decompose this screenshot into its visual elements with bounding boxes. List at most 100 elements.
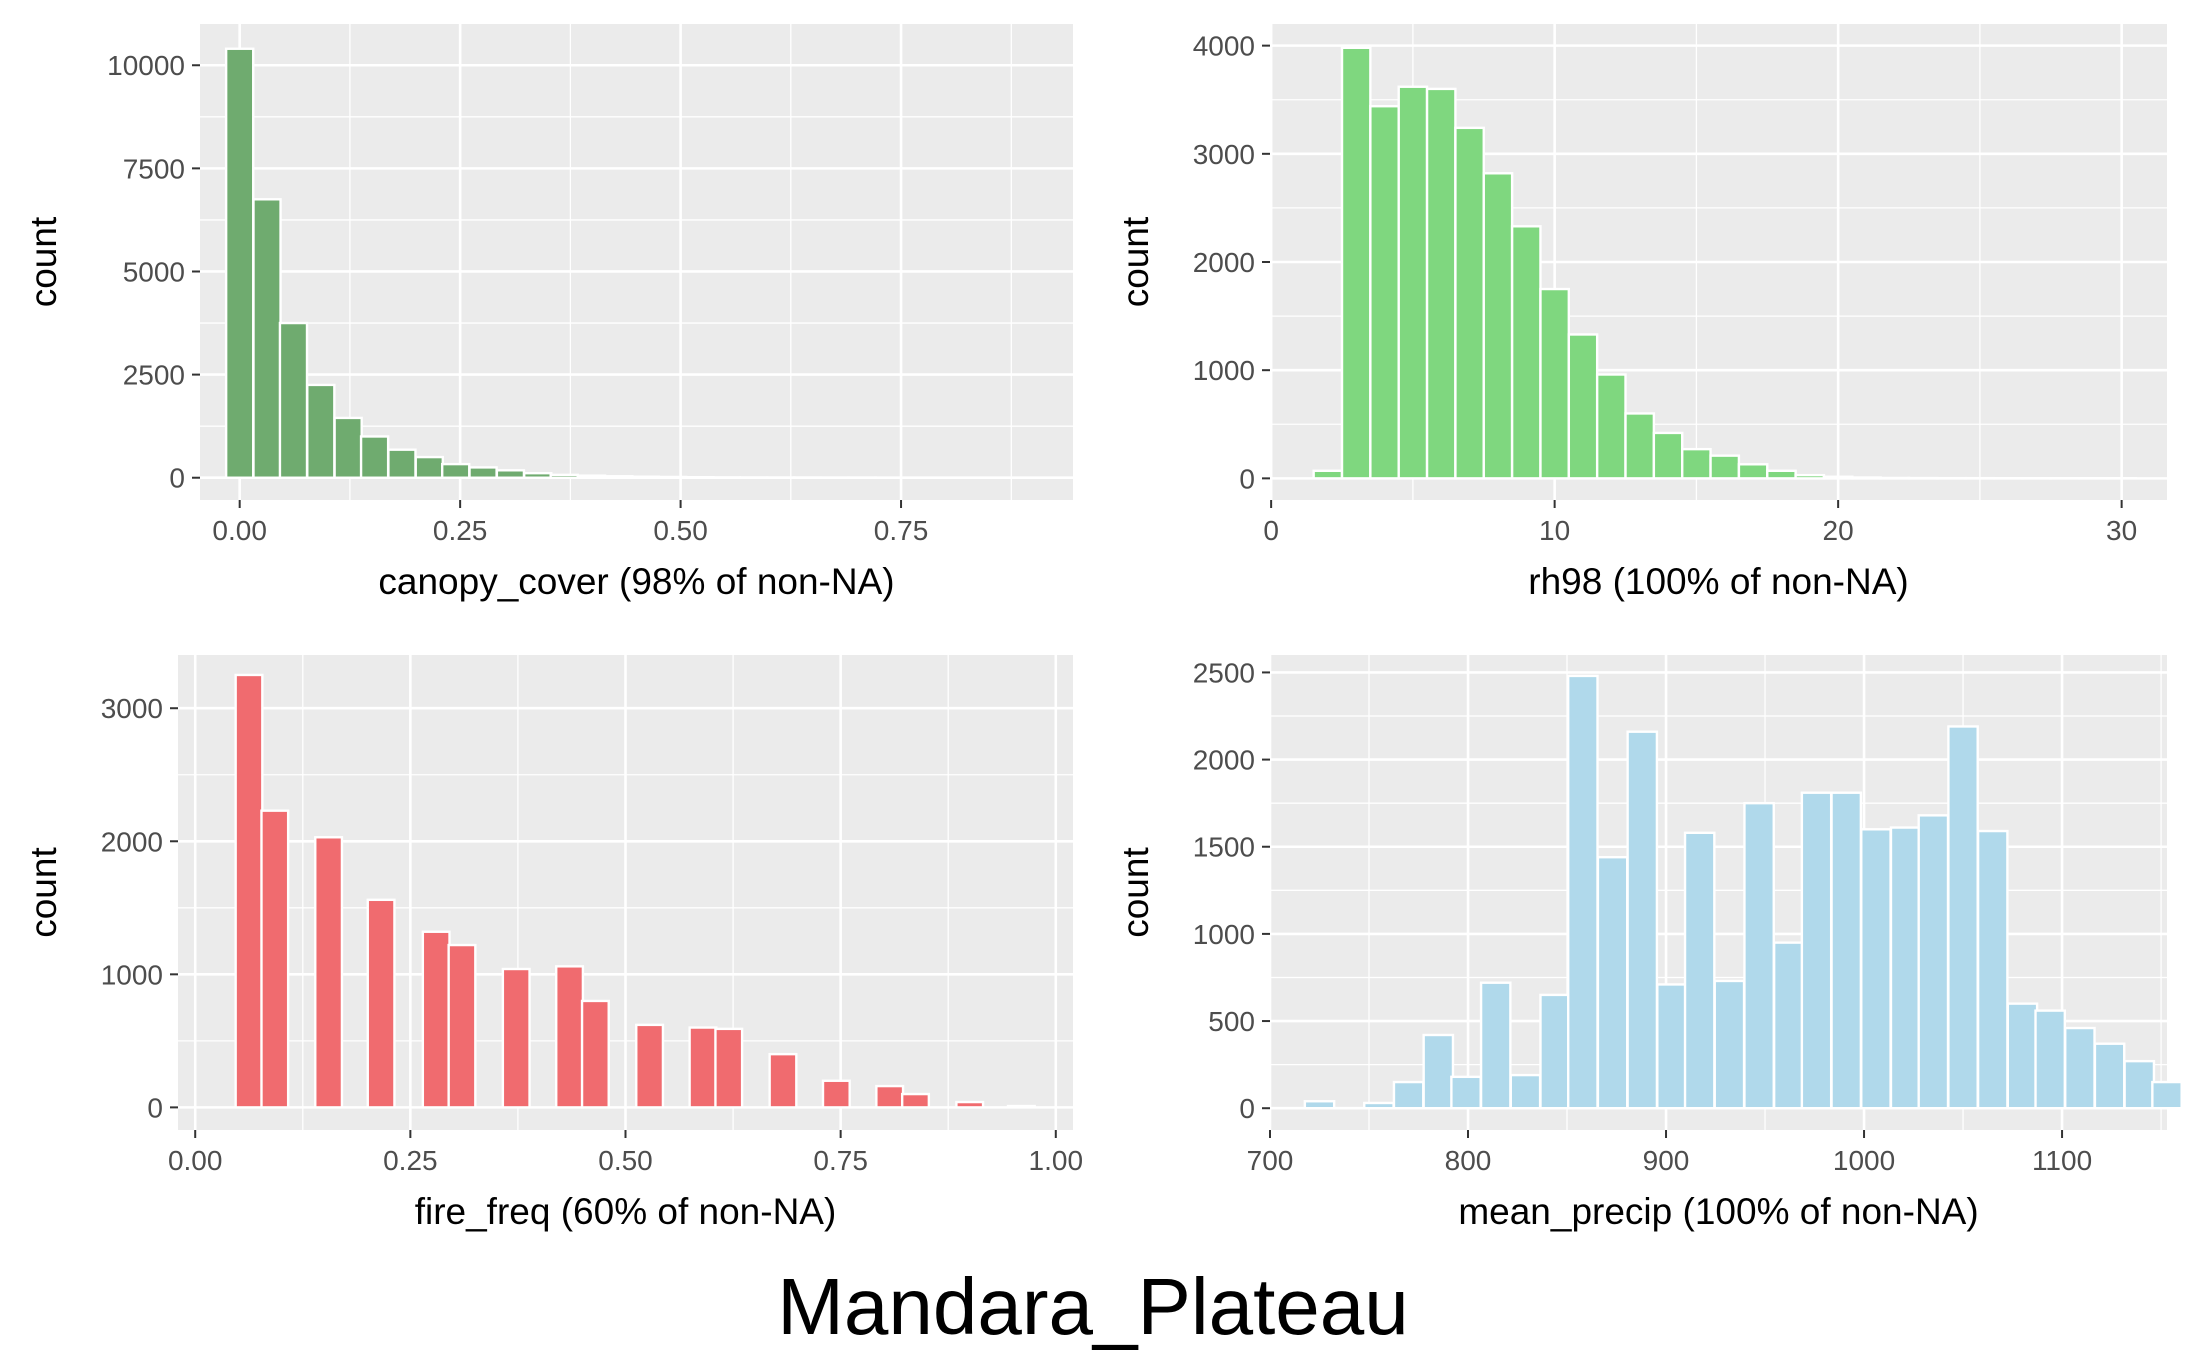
histogram-bar (1766, 469, 1797, 480)
histogram-bar (1510, 225, 1542, 480)
histogram-bar (1425, 87, 1457, 480)
histogram-bar (2123, 1059, 2156, 1110)
y-tick-label: 3000 (101, 693, 163, 724)
histogram-bar (1889, 826, 1922, 1110)
x-tick-label: 20 (1823, 515, 1854, 546)
x-tick-label: 0.75 (813, 1145, 868, 1176)
histogram-bar (1369, 105, 1400, 480)
x-tick-label: 900 (1643, 1145, 1690, 1176)
histogram-bar (1312, 469, 1344, 480)
y-tick-label: 2000 (1193, 247, 1255, 278)
histogram-bar (1539, 993, 1571, 1110)
histogram-bar (1539, 287, 1571, 480)
histogram-bar (955, 1100, 985, 1109)
x-tick-label: 1100 (2032, 1145, 2092, 1176)
histogram-bar (440, 462, 471, 479)
histogram-bar (1683, 831, 1716, 1110)
histogram-bar (314, 836, 344, 1109)
histogram-bar (1947, 725, 1979, 1110)
histogram-bar (1006, 1104, 1036, 1109)
histogram-bar (821, 1079, 851, 1109)
y-tick-label: 1000 (101, 959, 163, 990)
histogram-bar (523, 471, 553, 479)
histogram-bar (1340, 46, 1372, 480)
y-tick-label: 10000 (107, 50, 185, 81)
y-tick-label: 3000 (1193, 139, 1255, 170)
histogram-bar (1709, 454, 1741, 480)
histogram-bar (278, 321, 309, 479)
histogram-bar (501, 967, 531, 1109)
y-tick-label: 4000 (1193, 31, 1255, 62)
x-tick-label: 0 (1263, 515, 1279, 546)
x-axis-title: rh98 (100% of non-NA) (1528, 561, 1908, 602)
histogram-bar (1479, 981, 1512, 1110)
histogram-bar (2064, 1026, 2096, 1110)
histogram-bar (688, 1026, 718, 1109)
histogram-bar (1794, 473, 1826, 480)
histogram-bar (1851, 476, 1882, 480)
histogram-bar (549, 473, 579, 479)
histogram-bars (1303, 674, 2183, 1110)
histogram-bar (1713, 979, 1746, 1110)
y-tick-label: 2500 (1193, 657, 1255, 688)
histogram-bar (2034, 1009, 2067, 1110)
histogram-bar (714, 1027, 744, 1109)
histogram-bar (2151, 1080, 2183, 1110)
histogram-bar (555, 965, 585, 1109)
histogram-bar (875, 1084, 905, 1109)
histogram-bar (306, 383, 336, 479)
histogram-bar (2093, 1042, 2126, 1110)
histogram-bar (1509, 1073, 1542, 1110)
histogram-bar (1363, 1101, 1395, 1110)
histogram-bar (224, 47, 255, 479)
x-tick-label: 0.50 (653, 515, 708, 546)
x-tick-label: 800 (1445, 1145, 1492, 1176)
panel-mean-precip: 700 800 900 1000 1100 0 500 1000 1500 2000 2500 me… (1115, 655, 2183, 1232)
y-axis-title: count (1115, 216, 1156, 307)
histogram-bar (1567, 674, 1599, 1110)
y-tick-label: 2000 (101, 826, 163, 857)
y-tick-label: 2500 (123, 360, 185, 391)
y-tick-label: 0 (147, 1092, 163, 1123)
y-axis-title: count (23, 216, 64, 307)
histogram-bar (495, 469, 526, 479)
figure-title: Mandara_Plateau (777, 1262, 1409, 1350)
histogram-bar (1737, 463, 1769, 480)
x-tick-label: 700 (1247, 1145, 1294, 1176)
y-tick-label: 0 (1239, 1093, 1255, 1124)
axis-ticks: 0.00 0.25 0.50 0.75 0 2500 5000 7500 10000 (107, 50, 928, 546)
histogram-bar (1743, 801, 1775, 1110)
histogram-bar (657, 475, 688, 479)
histogram-bar (768, 1052, 798, 1109)
histogram-bar (2006, 1002, 2039, 1110)
histogram-bar (421, 930, 451, 1109)
histogram-bar (387, 448, 417, 479)
histogram-bar (359, 435, 390, 479)
histogram-bar (252, 198, 282, 479)
histogram-bar (900, 1092, 931, 1109)
x-axis-title: fire_freq (60% of non-NA) (415, 1191, 837, 1232)
histogram-bar (333, 416, 363, 479)
histogram-bar (1917, 814, 1950, 1110)
x-tick-label: 0.00 (168, 1145, 223, 1176)
histogram-bar (1482, 172, 1514, 480)
histogram-bar (468, 466, 498, 479)
histogram-bar (1822, 475, 1854, 480)
histogram-bar (1830, 791, 1863, 1110)
histogram-bar (1652, 431, 1684, 480)
y-tick-label: 0 (169, 463, 185, 494)
x-tick-label: 0.25 (433, 515, 488, 546)
histogram-bars (224, 47, 1040, 479)
histogram-bar (366, 898, 396, 1109)
x-tick-label: 1000 (1833, 1145, 1895, 1176)
x-tick-label: 0.75 (874, 515, 929, 546)
histogram-bar (1392, 1080, 1425, 1110)
panel-canopy-cover: 0.00 0.25 0.50 0.75 0 2500 5000 7500 10000 canop… (23, 24, 1073, 602)
histogram-bar (604, 475, 634, 479)
x-tick-label: 0.00 (212, 515, 267, 546)
histogram-bar (1860, 828, 1892, 1110)
histogram-bar (1626, 730, 1659, 1110)
histogram-bar (1624, 412, 1656, 480)
y-tick-label: 5000 (123, 256, 185, 287)
